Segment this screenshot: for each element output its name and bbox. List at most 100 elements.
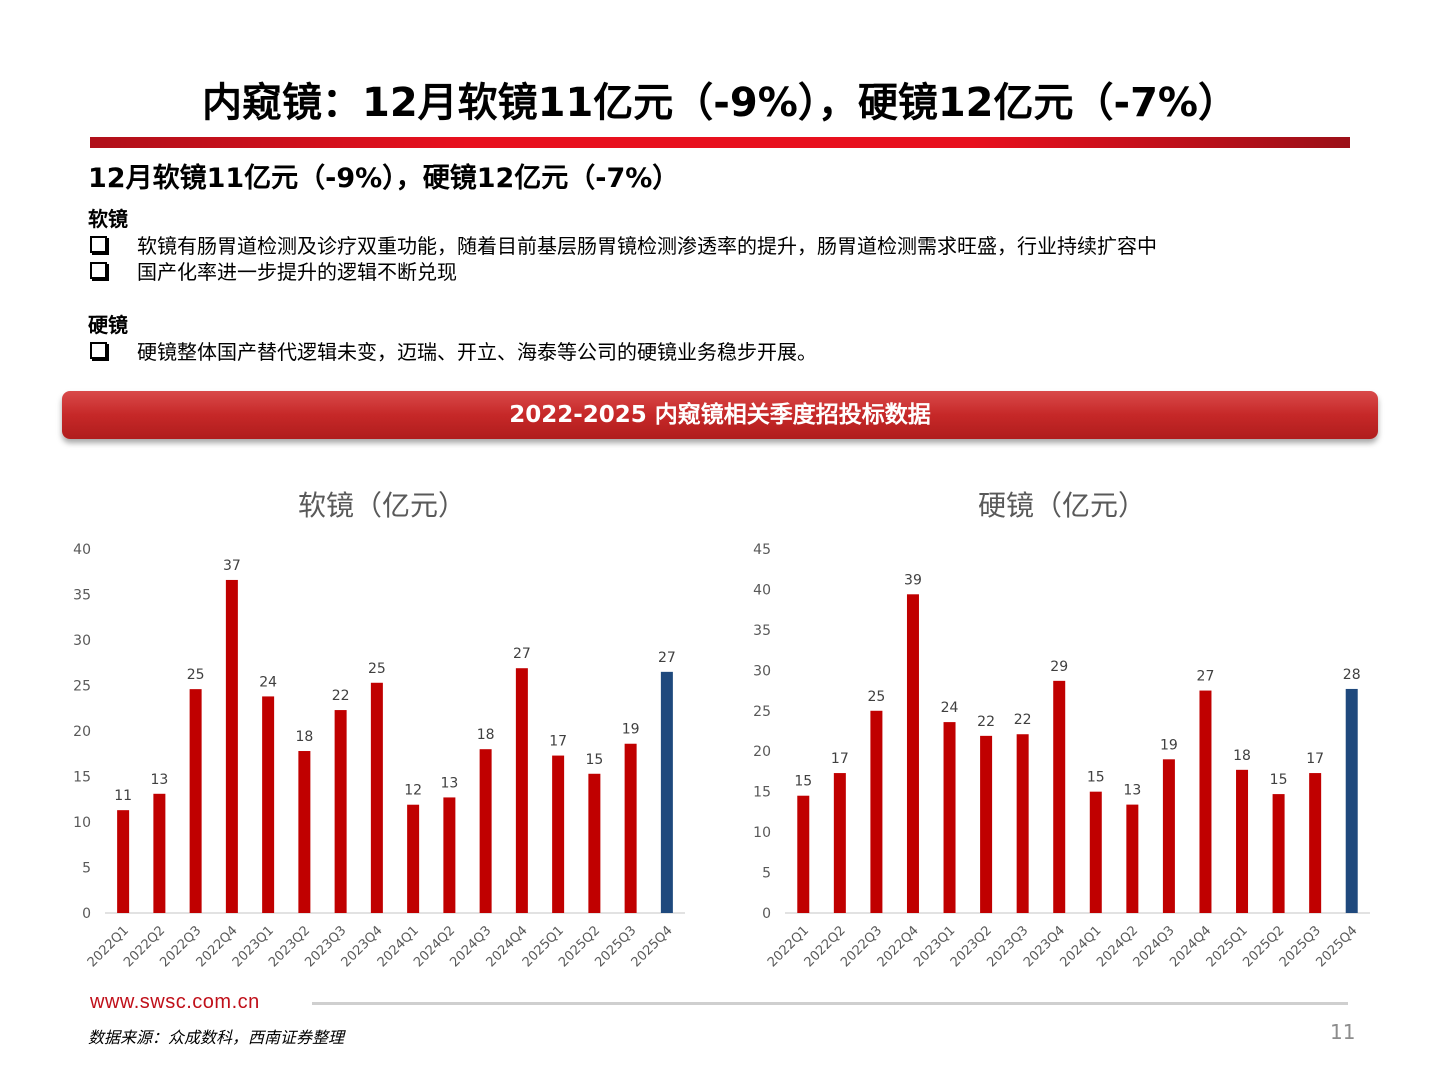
data-label: 13 xyxy=(1123,783,1141,799)
bar-2023Q3 xyxy=(1016,734,1029,913)
bar-2023Q4 xyxy=(370,682,383,913)
chart-title-soft: 软镜（亿元） xyxy=(297,489,466,522)
y-tick-label: 5 xyxy=(82,861,91,877)
y-tick-label: 30 xyxy=(73,633,91,649)
data-label: 13 xyxy=(440,775,458,791)
bullet-rigid-1: 硬镜整体国产替代逻辑未变，迈瑞、开立、海泰等公司的硬镜业务稳步开展。 xyxy=(88,336,817,365)
bar-2022Q3 xyxy=(870,710,883,913)
bar-2024Q4 xyxy=(1199,690,1212,913)
bullet-text: 硬镜整体国产替代逻辑未变，迈瑞、开立、海泰等公司的硬镜业务稳步开展。 xyxy=(137,340,817,364)
bar-2024Q1 xyxy=(1089,791,1102,913)
y-tick-label: 20 xyxy=(753,744,771,760)
bar-2025Q2 xyxy=(1272,794,1285,913)
bar-2025Q4 xyxy=(660,671,673,913)
bar-2022Q1 xyxy=(797,795,810,913)
footer-url: www.swsc.com.cn xyxy=(90,991,260,1013)
data-label: 18 xyxy=(477,727,495,743)
rigid-endoscope-chart: 051015202530354045152022Q1172022Q2252022… xyxy=(753,542,1370,970)
bar-2024Q1 xyxy=(407,804,420,913)
bar-2022Q2 xyxy=(833,773,846,913)
bar-2025Q1 xyxy=(1236,769,1249,913)
data-label: 28 xyxy=(1343,667,1361,683)
data-label: 25 xyxy=(867,689,885,705)
data-label: 22 xyxy=(332,688,350,704)
data-label: 27 xyxy=(1197,669,1215,685)
data-label: 17 xyxy=(1306,751,1324,767)
bar-2025Q1 xyxy=(552,755,565,913)
y-tick-label: 30 xyxy=(753,663,771,679)
bar-2025Q3 xyxy=(624,743,637,913)
bar-2024Q3 xyxy=(479,749,492,913)
y-tick-label: 5 xyxy=(762,866,771,882)
soft-endoscope-chart: 0510152025303540112022Q1132022Q2252022Q3… xyxy=(73,542,685,970)
checkbox-bullet-icon xyxy=(90,236,107,253)
checkbox-bullet-icon xyxy=(90,342,107,359)
bar-2024Q2 xyxy=(1126,804,1139,913)
y-tick-label: 40 xyxy=(753,582,771,598)
x-tick-label: 2025Q4 xyxy=(1313,923,1360,970)
data-label: 22 xyxy=(977,714,995,730)
chart-title-rigid: 硬镜（亿元） xyxy=(977,489,1146,522)
y-tick-label: 45 xyxy=(753,542,771,558)
y-tick-label: 0 xyxy=(762,906,771,922)
bar-2023Q2 xyxy=(298,751,311,913)
data-label: 13 xyxy=(150,772,168,788)
data-label: 25 xyxy=(187,667,205,683)
data-label: 17 xyxy=(549,734,567,750)
bar-2024Q3 xyxy=(1162,759,1175,913)
bar-2023Q4 xyxy=(1053,680,1066,913)
data-label: 39 xyxy=(904,572,922,588)
data-source: 数据来源：众成数科，西南证券整理 xyxy=(88,1028,345,1047)
y-tick-label: 40 xyxy=(73,542,91,558)
bullet-soft-1: 软镜有肠胃道检测及诊疗双重功能，随着目前基层肠胃镜检测渗透率的提升，肠胃道检测需… xyxy=(88,230,1157,259)
bar-2022Q4 xyxy=(225,579,238,913)
data-label: 22 xyxy=(1014,712,1032,728)
title-underline xyxy=(90,137,1350,148)
data-label: 24 xyxy=(941,700,959,716)
section-heading-soft: 软镜 xyxy=(88,207,128,231)
bar-2023Q1 xyxy=(943,722,956,913)
bar-2024Q4 xyxy=(515,668,528,913)
bar-2023Q2 xyxy=(980,735,993,913)
section-heading-rigid: 硬镜 xyxy=(88,313,128,337)
data-label: 11 xyxy=(114,788,132,804)
y-tick-label: 10 xyxy=(73,815,91,831)
bar-2025Q4 xyxy=(1345,688,1358,913)
y-tick-label: 35 xyxy=(73,588,91,604)
y-tick-label: 20 xyxy=(73,724,91,740)
data-label: 24 xyxy=(259,674,277,690)
data-label: 37 xyxy=(223,558,241,574)
bar-2024Q2 xyxy=(443,797,456,913)
data-label: 29 xyxy=(1050,659,1068,675)
bar-2022Q4 xyxy=(906,594,919,913)
y-tick-label: 10 xyxy=(753,825,771,841)
footer-divider xyxy=(312,1002,1348,1005)
y-tick-label: 15 xyxy=(753,785,771,801)
data-label: 12 xyxy=(404,783,422,799)
data-label: 15 xyxy=(1270,772,1288,788)
page-title: 内窥镜：12月软镜11亿元（-9%），硬镜12亿元（-7%） xyxy=(201,80,1238,126)
y-tick-label: 25 xyxy=(73,679,91,695)
subtitle: 12月软镜11亿元（-9%），硬镜12亿元（-7%） xyxy=(88,163,680,194)
data-label: 18 xyxy=(1233,748,1251,764)
bar-2025Q3 xyxy=(1309,773,1322,913)
bar-2022Q3 xyxy=(189,689,202,913)
bar-2022Q2 xyxy=(153,793,166,913)
data-label: 17 xyxy=(831,751,849,767)
bullet-text: 软镜有肠胃道检测及诊疗双重功能，随着目前基层肠胃镜检测渗透率的提升，肠胃道检测需… xyxy=(137,234,1157,258)
y-tick-label: 35 xyxy=(753,623,771,639)
data-label: 27 xyxy=(513,646,531,662)
y-tick-label: 0 xyxy=(82,906,91,922)
y-tick-label: 25 xyxy=(753,704,771,720)
section-banner: 2022-2025 内窥镜相关季度招投标数据 xyxy=(62,391,1378,439)
data-label: 19 xyxy=(1160,737,1178,753)
checkbox-bullet-icon xyxy=(90,262,107,279)
bullet-soft-2: 国产化率进一步提升的逻辑不断兑现 xyxy=(88,256,457,285)
data-label: 18 xyxy=(295,729,313,745)
data-label: 27 xyxy=(658,650,676,666)
bar-2023Q3 xyxy=(334,710,347,913)
data-label: 15 xyxy=(1087,770,1105,786)
data-label: 19 xyxy=(622,722,640,738)
bar-2022Q1 xyxy=(117,810,130,913)
data-label: 25 xyxy=(368,661,386,677)
